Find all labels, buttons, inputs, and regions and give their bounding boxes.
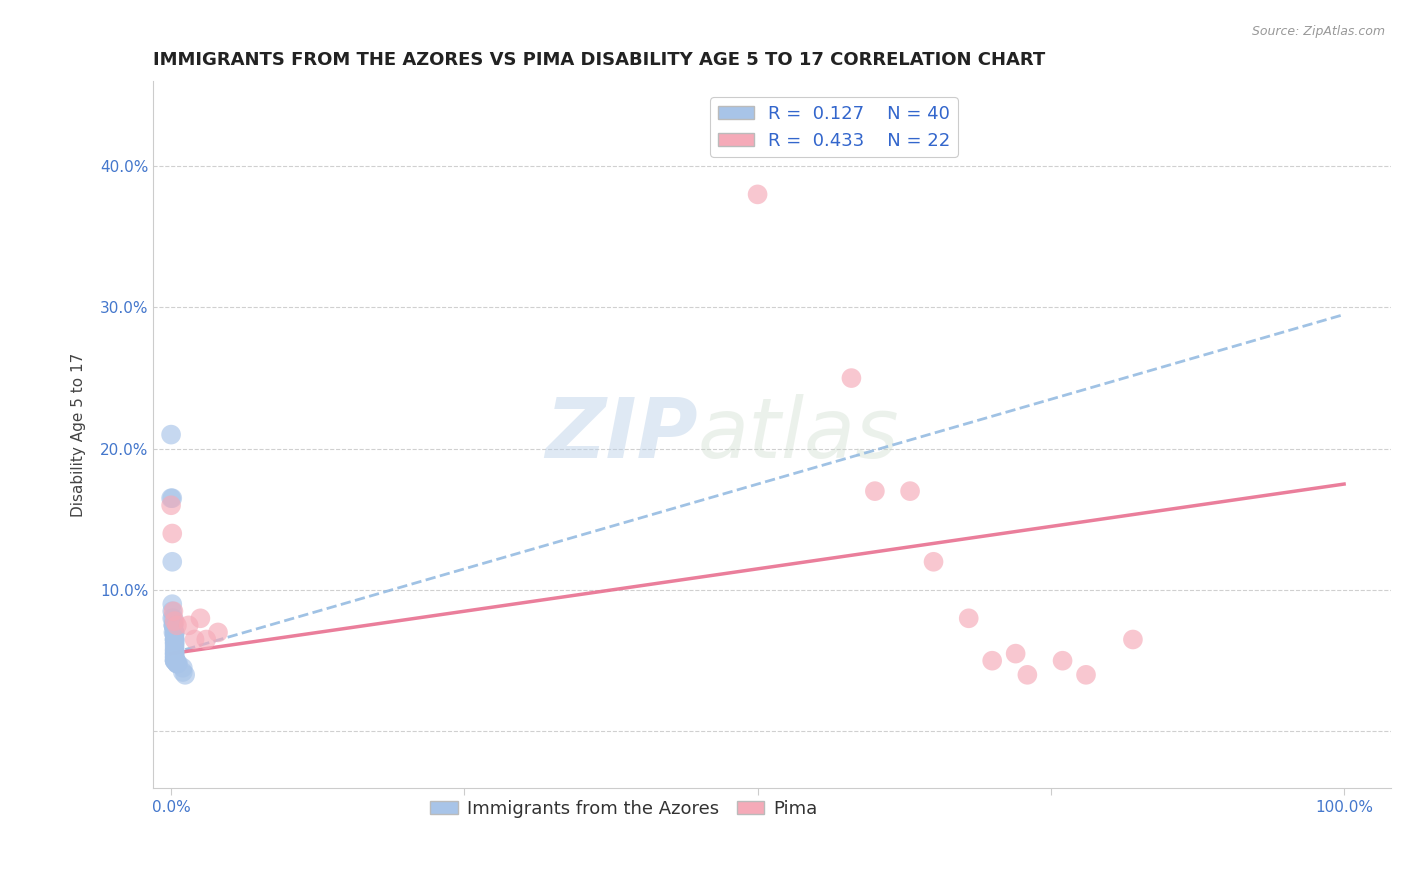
Text: atlas: atlas	[697, 394, 900, 475]
Point	[163, 635, 186, 649]
Point	[166, 618, 188, 632]
Point	[177, 618, 200, 632]
Point	[1052, 654, 1074, 668]
Point	[163, 628, 186, 642]
Point	[747, 187, 769, 202]
Point	[166, 657, 188, 671]
Point	[162, 618, 184, 632]
Point	[162, 604, 184, 618]
Point	[162, 611, 184, 625]
Point	[863, 484, 886, 499]
Point	[163, 614, 186, 628]
Point	[163, 644, 186, 658]
Point	[841, 371, 863, 385]
Point	[172, 665, 194, 679]
Point	[166, 657, 188, 671]
Point	[922, 555, 945, 569]
Point	[207, 625, 229, 640]
Point	[162, 625, 184, 640]
Point	[162, 555, 184, 569]
Point	[162, 618, 184, 632]
Point	[165, 654, 187, 668]
Point	[195, 632, 218, 647]
Point	[1017, 668, 1039, 682]
Point	[163, 647, 186, 661]
Point	[160, 427, 183, 442]
Point	[163, 649, 186, 664]
Point	[163, 654, 186, 668]
Point	[190, 611, 212, 625]
Point	[172, 661, 194, 675]
Point	[163, 654, 186, 668]
Point	[1004, 647, 1026, 661]
Point	[162, 597, 184, 611]
Point	[163, 625, 186, 640]
Point	[1074, 668, 1097, 682]
Point	[160, 498, 183, 512]
Point	[165, 654, 187, 668]
Point	[160, 491, 183, 506]
Point	[163, 651, 186, 665]
Legend: Immigrants from the Azores, Pima: Immigrants from the Azores, Pima	[423, 792, 824, 825]
Text: IMMIGRANTS FROM THE AZORES VS PIMA DISABILITY AGE 5 TO 17 CORRELATION CHART: IMMIGRANTS FROM THE AZORES VS PIMA DISAB…	[153, 51, 1046, 69]
Y-axis label: Disability Age 5 to 17: Disability Age 5 to 17	[72, 352, 86, 516]
Point	[162, 611, 184, 625]
Point	[163, 640, 186, 654]
Point	[163, 647, 186, 661]
Point	[162, 604, 184, 618]
Point	[163, 632, 186, 647]
Point	[162, 491, 184, 506]
Point	[163, 632, 186, 647]
Point	[183, 632, 205, 647]
Point	[163, 637, 186, 651]
Point	[1122, 632, 1144, 647]
Point	[163, 654, 186, 668]
Point	[163, 625, 186, 640]
Point	[166, 657, 188, 671]
Point	[162, 526, 184, 541]
Text: Source: ZipAtlas.com: Source: ZipAtlas.com	[1251, 25, 1385, 38]
Point	[163, 632, 186, 647]
Text: ZIP: ZIP	[546, 394, 697, 475]
Point	[898, 484, 921, 499]
Point	[167, 657, 190, 671]
Point	[163, 642, 186, 657]
Point	[165, 654, 187, 668]
Point	[162, 618, 184, 632]
Point	[981, 654, 1004, 668]
Point	[174, 668, 197, 682]
Point	[957, 611, 980, 625]
